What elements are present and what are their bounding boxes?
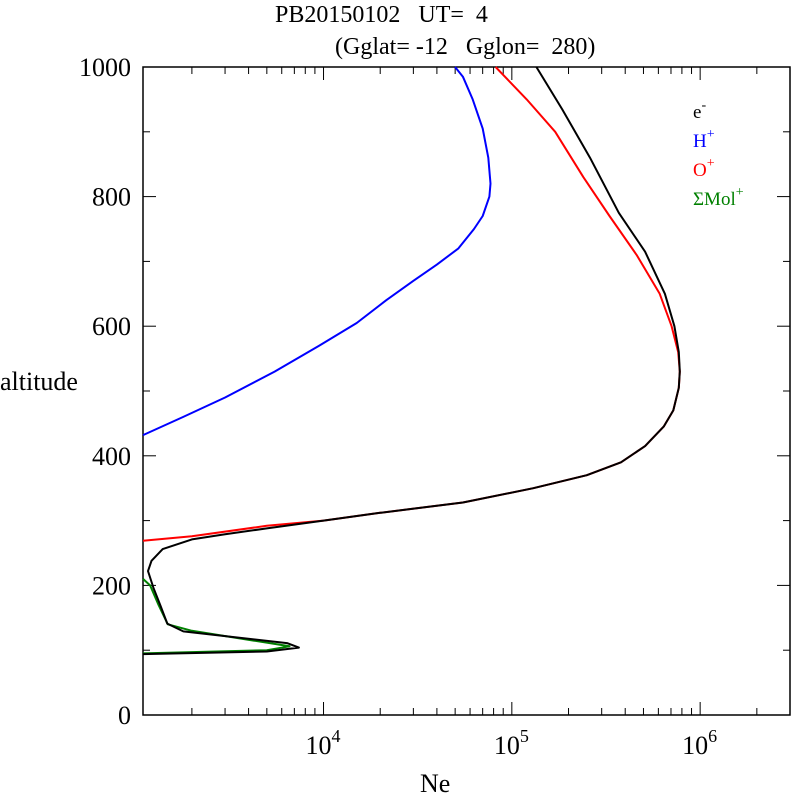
- legend-entry: O+: [693, 156, 715, 181]
- legend-entry: H+: [693, 127, 715, 152]
- legend: e- H+ O+ ΣMol+: [693, 98, 744, 210]
- chart-title-line2: (Gglat= -12 Gglon= 280): [335, 34, 595, 60]
- x-axis-label: Ne: [420, 769, 450, 796]
- x-tick-label: 105: [494, 726, 529, 760]
- x-tick-label: 106: [682, 726, 717, 760]
- series-line-e: [142, 66, 681, 656]
- legend-entry: ΣMol+: [693, 185, 744, 210]
- series-line-mol: [142, 578, 291, 655]
- y-tick-label: 800: [92, 183, 131, 212]
- y-tick-label: 0: [118, 701, 131, 730]
- y-tick-labels: 0 200 400 600 800 1000: [79, 53, 131, 730]
- legend-entry: e-: [693, 98, 706, 123]
- series-line-h: [142, 66, 492, 437]
- y-tick-label: 400: [92, 442, 131, 471]
- chart-title-line1: PB20150102 UT= 4: [275, 2, 488, 28]
- y-tick-label: 200: [92, 571, 131, 600]
- series-lines: [142, 66, 681, 656]
- tick-marks: [143, 66, 791, 716]
- x-tick-labels: 104 105 106: [306, 726, 718, 760]
- y-axis-label: altitude: [0, 367, 78, 396]
- y-tick-label: 1000: [79, 53, 131, 82]
- y-tick-label: 600: [92, 312, 131, 341]
- x-tick-label: 104: [306, 726, 341, 760]
